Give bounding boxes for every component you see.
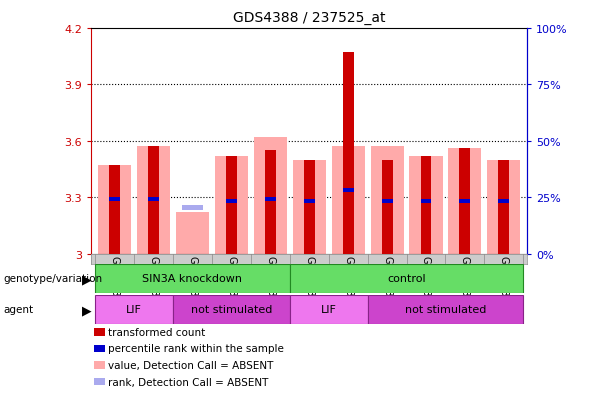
Text: GSM873554: GSM873554 bbox=[305, 255, 314, 314]
Bar bbox=[265, 198, 276, 202]
Bar bbox=[290, 295, 368, 324]
Bar bbox=[137, 147, 170, 254]
Bar bbox=[148, 147, 159, 254]
Bar bbox=[370, 147, 403, 254]
Bar bbox=[459, 149, 471, 254]
Bar bbox=[148, 198, 159, 202]
Text: GSM873560: GSM873560 bbox=[499, 255, 509, 314]
Text: SIN3A knockdown: SIN3A knockdown bbox=[143, 274, 243, 284]
Text: ▶: ▶ bbox=[82, 272, 92, 285]
Text: GSM873562: GSM873562 bbox=[265, 255, 275, 314]
Text: genotype/variation: genotype/variation bbox=[3, 274, 102, 284]
Bar bbox=[109, 198, 120, 202]
Text: value, Detection Call = ABSENT: value, Detection Call = ABSENT bbox=[108, 360, 274, 370]
Bar bbox=[448, 149, 481, 254]
Text: rank, Detection Call = ABSENT: rank, Detection Call = ABSENT bbox=[108, 377, 269, 387]
Bar bbox=[176, 213, 209, 254]
Bar bbox=[290, 264, 523, 293]
Text: LIF: LIF bbox=[126, 305, 142, 315]
Bar bbox=[459, 199, 471, 203]
Text: GSM873555: GSM873555 bbox=[187, 255, 197, 314]
Bar bbox=[226, 199, 237, 203]
Text: GSM873558: GSM873558 bbox=[226, 255, 236, 314]
Text: ▶: ▶ bbox=[82, 303, 92, 316]
Bar bbox=[215, 157, 248, 254]
Bar bbox=[421, 199, 431, 203]
Text: not stimulated: not stimulated bbox=[191, 305, 272, 315]
Bar bbox=[498, 199, 509, 203]
Bar bbox=[368, 295, 523, 324]
Bar bbox=[304, 199, 315, 203]
Bar bbox=[95, 295, 173, 324]
Text: GSM873557: GSM873557 bbox=[343, 255, 353, 314]
Text: transformed count: transformed count bbox=[108, 327, 206, 337]
Text: GSM873561: GSM873561 bbox=[382, 255, 392, 314]
Text: agent: agent bbox=[3, 305, 33, 315]
Bar bbox=[382, 160, 392, 254]
Bar bbox=[498, 160, 509, 254]
Bar bbox=[173, 295, 290, 324]
Text: not stimulated: not stimulated bbox=[405, 305, 486, 315]
Bar bbox=[265, 151, 276, 254]
Bar bbox=[226, 157, 237, 254]
Text: GSM873563: GSM873563 bbox=[148, 255, 158, 314]
Bar bbox=[343, 53, 353, 254]
Bar bbox=[332, 147, 365, 254]
Bar bbox=[293, 160, 326, 254]
Bar bbox=[182, 206, 203, 210]
Bar bbox=[487, 160, 520, 254]
Bar bbox=[254, 138, 287, 254]
Bar bbox=[421, 157, 431, 254]
Text: GSM873556: GSM873556 bbox=[460, 255, 470, 314]
Bar bbox=[98, 166, 131, 254]
Bar bbox=[95, 264, 290, 293]
Bar bbox=[343, 188, 353, 192]
Text: GSM873553: GSM873553 bbox=[421, 255, 431, 314]
Text: control: control bbox=[387, 274, 426, 284]
Bar bbox=[409, 157, 442, 254]
Text: LIF: LIF bbox=[321, 305, 337, 315]
Bar bbox=[109, 166, 120, 254]
Bar bbox=[304, 160, 315, 254]
Bar bbox=[382, 199, 392, 203]
Title: GDS4388 / 237525_at: GDS4388 / 237525_at bbox=[233, 11, 385, 25]
Text: percentile rank within the sample: percentile rank within the sample bbox=[108, 344, 284, 354]
Text: GSM873559: GSM873559 bbox=[110, 255, 120, 314]
